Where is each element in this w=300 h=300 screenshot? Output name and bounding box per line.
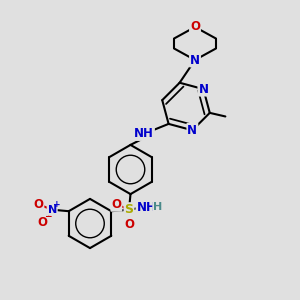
Text: NH: NH bbox=[136, 201, 156, 214]
Text: S: S bbox=[124, 203, 134, 216]
Text: −: − bbox=[44, 212, 52, 221]
Text: N: N bbox=[190, 53, 200, 67]
Text: N: N bbox=[188, 124, 197, 137]
Text: O: O bbox=[33, 198, 43, 211]
Text: H: H bbox=[153, 202, 162, 212]
Text: N: N bbox=[48, 205, 57, 215]
Text: O: O bbox=[190, 20, 200, 34]
Text: N: N bbox=[198, 82, 208, 96]
Text: O: O bbox=[124, 218, 135, 231]
Text: O: O bbox=[38, 216, 48, 229]
Text: NH: NH bbox=[134, 127, 154, 140]
Text: O: O bbox=[111, 198, 122, 211]
Text: +: + bbox=[53, 200, 61, 209]
